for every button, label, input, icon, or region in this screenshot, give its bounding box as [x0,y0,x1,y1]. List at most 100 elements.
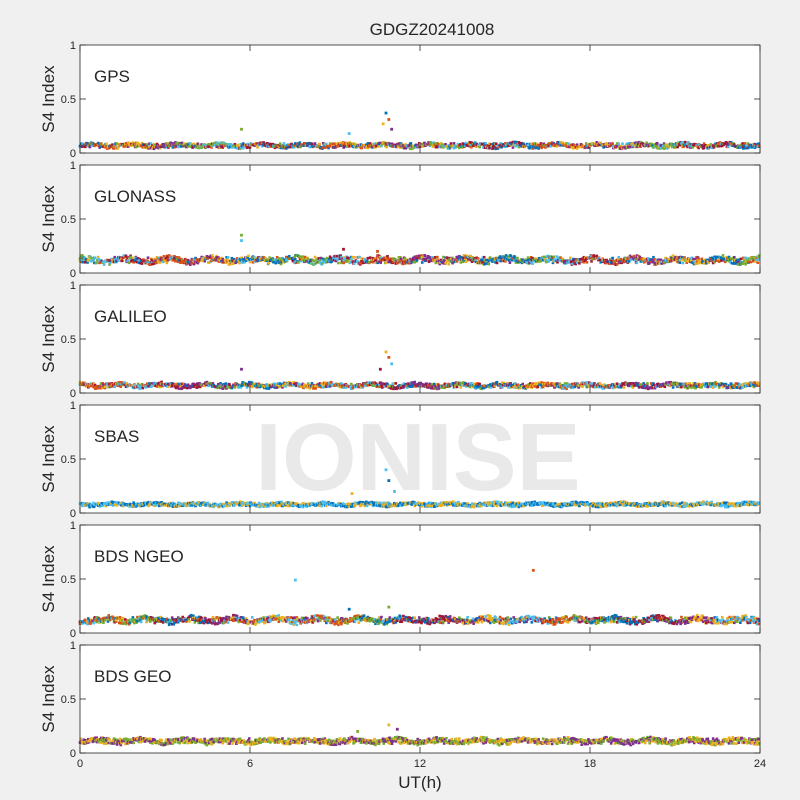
data-point [556,382,560,385]
data-point [403,262,407,265]
data-point [546,381,549,385]
data-point [661,144,665,148]
data-point [337,261,340,265]
data-point [194,256,197,260]
data-point [262,143,265,147]
data-point [305,142,308,146]
data-point [173,145,177,149]
data-point [185,504,188,508]
data-point [457,258,461,261]
y-tick-label: 1 [70,160,76,172]
data-point [394,262,398,265]
data-point [177,141,181,145]
data-point [297,504,300,507]
data-point [195,386,199,389]
data-point [386,257,390,261]
data-point [475,256,478,260]
data-point [655,141,659,145]
data-point [646,384,649,388]
data-point [535,146,539,149]
data-point [321,257,325,261]
data-point [374,142,378,145]
data-point [442,260,445,264]
data-point [538,260,541,263]
data-point [637,382,640,385]
data-point [725,141,729,145]
data-point [602,387,605,390]
data-point [717,144,720,148]
data-point [625,382,629,385]
data-point [501,385,504,389]
data-point [331,144,334,148]
data-point [253,144,256,147]
data-point [289,145,293,149]
data-point [155,256,159,259]
data-point [539,142,543,145]
data-point [723,142,727,145]
data-point [754,260,757,263]
data-point [98,384,101,388]
data-point [645,141,648,145]
data-point [333,254,336,258]
data-point [613,261,617,265]
data-point [748,143,752,147]
data-point [462,256,466,260]
data-point [454,385,457,389]
data-point [334,384,337,387]
data-point [200,501,203,505]
data-point [464,260,468,264]
data-point [530,142,534,146]
data-point [148,263,152,267]
data-point [689,146,692,149]
data-point [235,257,239,260]
data-point [241,145,244,148]
data-point [177,256,181,259]
data-point [557,142,561,146]
data-point [508,261,512,264]
data-point [662,147,666,150]
data-point [523,145,527,148]
data-point [510,258,514,262]
data-point [569,260,573,264]
data-point [134,145,138,149]
data-point [448,258,451,261]
data-point [565,142,568,145]
data-point [111,504,115,507]
data-point [430,383,434,386]
data-point [224,382,228,385]
data-point [536,385,540,388]
data-point [686,259,689,263]
data-point [465,254,469,258]
data-point [689,259,693,263]
data-point [263,256,266,260]
data-point [93,144,96,148]
data-point [563,386,567,389]
data-point [318,142,321,146]
data-point [636,258,639,261]
data-point [408,383,412,387]
data-point [291,383,295,387]
data-point [275,384,279,387]
data-point [216,256,220,259]
data-point [191,384,194,387]
data-point [321,501,325,505]
data-point [158,381,161,385]
data-point [179,385,182,388]
data-point [387,355,391,359]
data-point [636,145,639,149]
data-point [496,147,500,150]
data-point [386,255,389,258]
data-point [721,254,725,257]
data-point [221,387,225,390]
data-point [377,260,381,263]
data-point [342,141,345,145]
data-point [413,380,417,384]
data-point [619,144,623,148]
data-point [166,143,169,147]
data-point [167,258,170,261]
data-point [285,258,289,262]
data-point [722,257,726,261]
data-point [690,261,694,264]
scatter-points [78,468,761,509]
data-point [87,385,91,388]
